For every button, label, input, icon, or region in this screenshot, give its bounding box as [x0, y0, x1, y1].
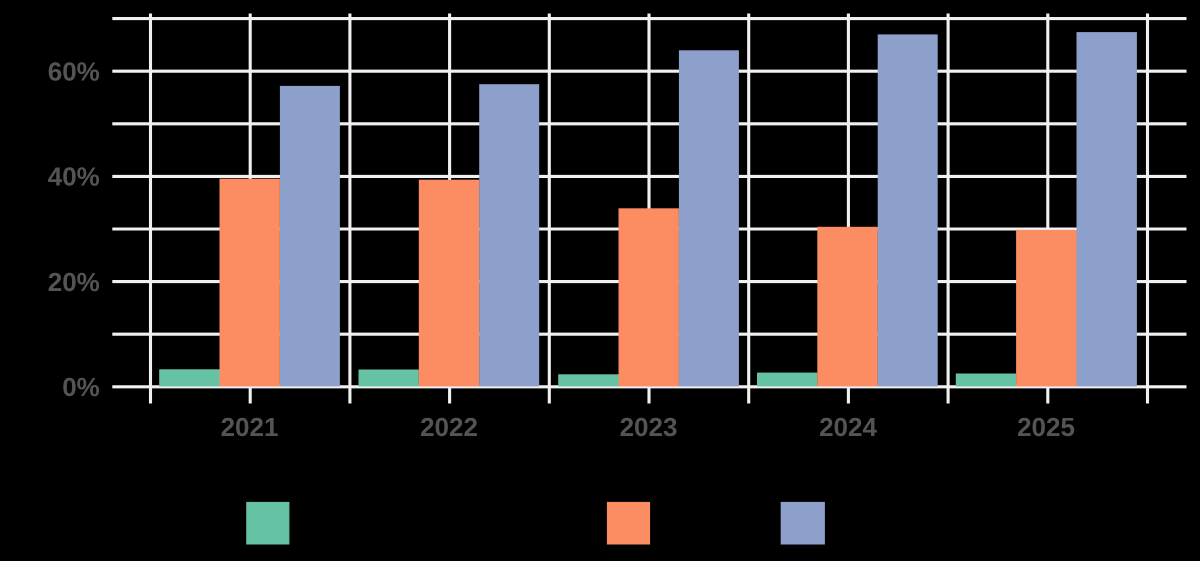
svg-text:2024: 2024 — [819, 412, 877, 442]
svg-text:0%: 0% — [62, 372, 100, 402]
svg-text:20%: 20% — [48, 267, 100, 297]
svg-text:40%: 40% — [48, 162, 100, 192]
svg-text:60%: 60% — [48, 56, 100, 86]
svg-text:2023: 2023 — [620, 412, 678, 442]
svg-text:2025: 2025 — [1017, 412, 1075, 442]
svg-text:2022: 2022 — [420, 412, 478, 442]
svg-text:2021: 2021 — [221, 412, 279, 442]
